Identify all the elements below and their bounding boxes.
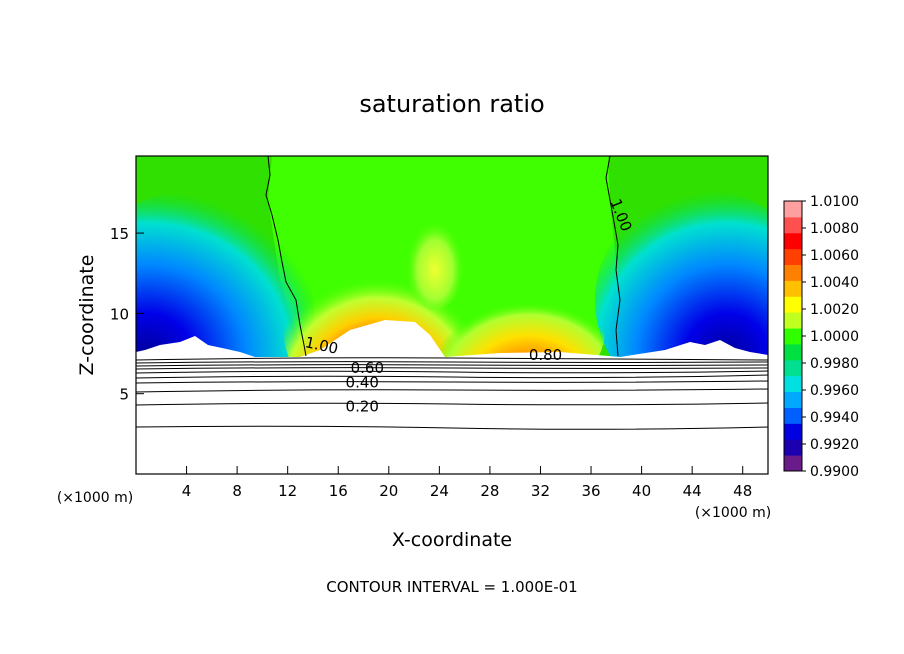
y-tick-label: 5 bbox=[119, 386, 129, 404]
colorbar-label: 0.9900 bbox=[810, 464, 859, 480]
x-tick-label: 12 bbox=[278, 482, 297, 500]
colorbar-swatch bbox=[784, 439, 802, 456]
colorbar-swatch bbox=[784, 328, 802, 345]
chart-title: saturation ratio bbox=[359, 90, 544, 118]
colorbar-swatch bbox=[784, 232, 802, 250]
colorbar-swatch bbox=[784, 248, 802, 266]
colorbar-label: 0.9920 bbox=[810, 437, 859, 453]
x-axis-ticks: 4 8 12 16 20 24 28 32 36 40 44 48 bbox=[182, 466, 752, 500]
colorbar-label: 0.9940 bbox=[810, 410, 859, 426]
colorbar-swatch bbox=[784, 296, 802, 313]
colorbar-swatch bbox=[784, 216, 802, 234]
colorbar-swatch bbox=[784, 423, 802, 440]
colorbar-swatch bbox=[784, 375, 802, 393]
x-tick-label: 48 bbox=[733, 482, 752, 500]
contour-label: 0.20 bbox=[346, 397, 379, 415]
y-tick-label: 15 bbox=[110, 225, 129, 243]
colorbar-swatch bbox=[784, 264, 802, 281]
contour-label: 0.80 bbox=[529, 346, 562, 364]
x-unit-left: (×1000 m) bbox=[57, 490, 133, 506]
contour-label: 0.60 bbox=[351, 359, 384, 377]
colorbar-label: 1.0000 bbox=[810, 329, 859, 345]
x-tick-label: 44 bbox=[683, 482, 702, 500]
x-tick-label: 8 bbox=[232, 482, 242, 500]
colorbar-label: 1.0040 bbox=[810, 275, 859, 291]
colorbar-label: 0.9980 bbox=[810, 356, 859, 372]
colorbar-swatch bbox=[784, 391, 802, 408]
colorbar-swatch bbox=[784, 343, 802, 361]
contour-interval-label: CONTOUR INTERVAL = 1.000E-01 bbox=[326, 578, 577, 596]
y-axis-ticks: 5 10 15 bbox=[110, 225, 144, 404]
x-tick-label: 24 bbox=[430, 482, 449, 500]
x-axis-label: X-coordinate bbox=[392, 529, 512, 551]
x-tick-label: 20 bbox=[379, 482, 398, 500]
colorbar-swatch bbox=[784, 201, 802, 218]
contour-lines bbox=[136, 156, 768, 430]
colorbar-label: 1.0100 bbox=[810, 194, 859, 210]
colorbar-swatch bbox=[784, 359, 802, 377]
colorbar-label: 1.0020 bbox=[810, 302, 859, 318]
x-tick-label: 32 bbox=[531, 482, 550, 500]
y-axis-label: Z-coordinate bbox=[76, 255, 98, 376]
colorbar-label: 1.0060 bbox=[810, 248, 859, 264]
x-tick-label: 4 bbox=[182, 482, 192, 500]
x-unit-right: (×1000 m) bbox=[695, 505, 771, 521]
y-tick-label: 10 bbox=[110, 305, 129, 323]
plot-frame bbox=[135, 155, 769, 475]
colorbar-swatch bbox=[784, 280, 802, 297]
x-tick-label: 16 bbox=[329, 482, 348, 500]
contour-label: 0.40 bbox=[346, 373, 379, 391]
colorbar-swatch bbox=[784, 407, 802, 424]
x-tick-label: 28 bbox=[480, 482, 499, 500]
colorbar-swatch bbox=[784, 312, 802, 329]
colorbar: 1.0100 1.0080 1.0060 1.0040 1.0020 1.0000 0.99… bbox=[783, 194, 859, 480]
x-tick-label: 36 bbox=[581, 482, 600, 500]
x-tick-label: 40 bbox=[632, 482, 651, 500]
colorbar-label: 1.0080 bbox=[810, 221, 859, 237]
colorbar-label: 0.9960 bbox=[810, 383, 859, 399]
colorbar-swatch bbox=[784, 455, 802, 472]
